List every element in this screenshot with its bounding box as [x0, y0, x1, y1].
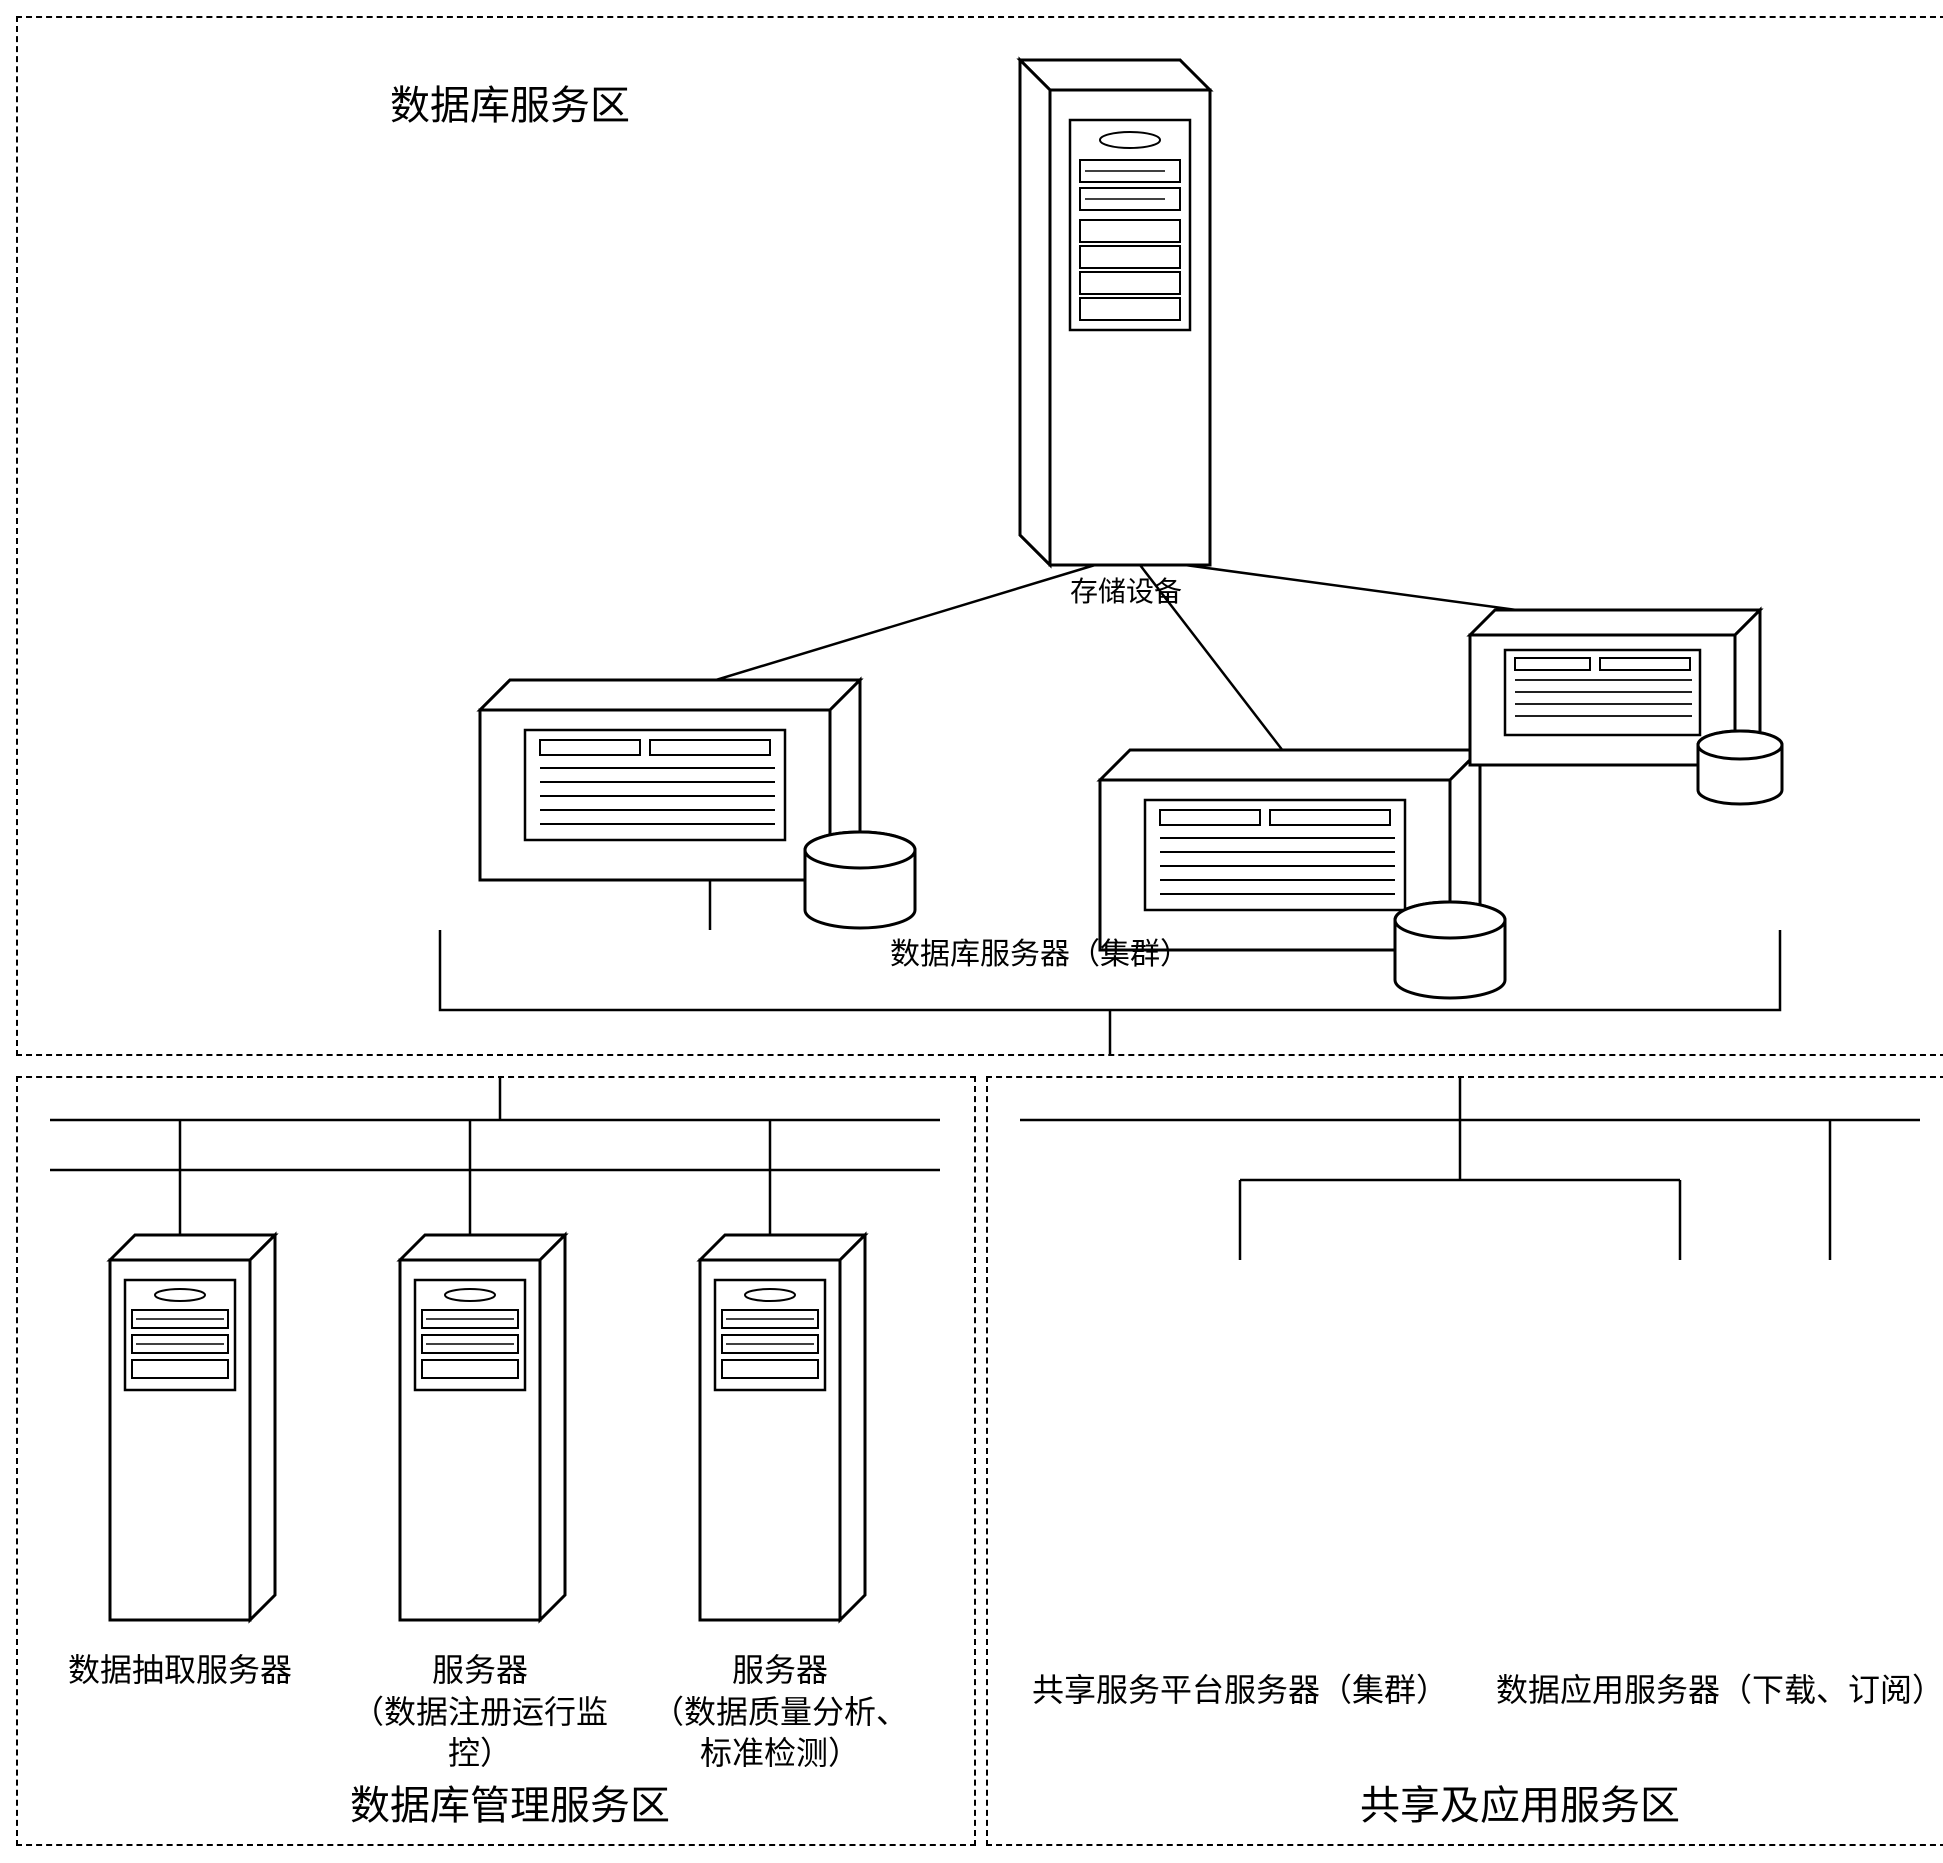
quality-server-text: 服务器 （数据质量分析、标准检测）	[652, 1652, 908, 1771]
reg-server-icon	[400, 1235, 565, 1620]
storage-label: 存储设备	[1070, 575, 1182, 611]
db-server-3-icon	[1470, 610, 1782, 804]
app-server-label: 数据应用服务器（下载、订阅）	[1490, 1670, 1943, 1712]
network-diagram: 数据库服务区 数据库管理服务区 共享及应用服务区	[10, 10, 1943, 1853]
reg-server-text: 服务器 （数据注册运行监控）	[352, 1652, 608, 1771]
reg-server-label: 服务器 （数据注册运行监控）	[350, 1650, 610, 1775]
db-cluster-label: 数据库服务器（集群）	[880, 935, 1200, 974]
storage-device-icon	[1020, 60, 1210, 565]
quality-server-icon	[700, 1235, 865, 1620]
extract-server-label: 数据抽取服务器	[50, 1650, 310, 1692]
diagram-svg	[10, 10, 1943, 1853]
db-server-1-icon	[480, 680, 915, 928]
share-server-label: 共享服务平台服务器（集群）	[1010, 1670, 1470, 1712]
extract-server-icon	[110, 1235, 275, 1620]
quality-server-label: 服务器 （数据质量分析、标准检测）	[650, 1650, 910, 1775]
